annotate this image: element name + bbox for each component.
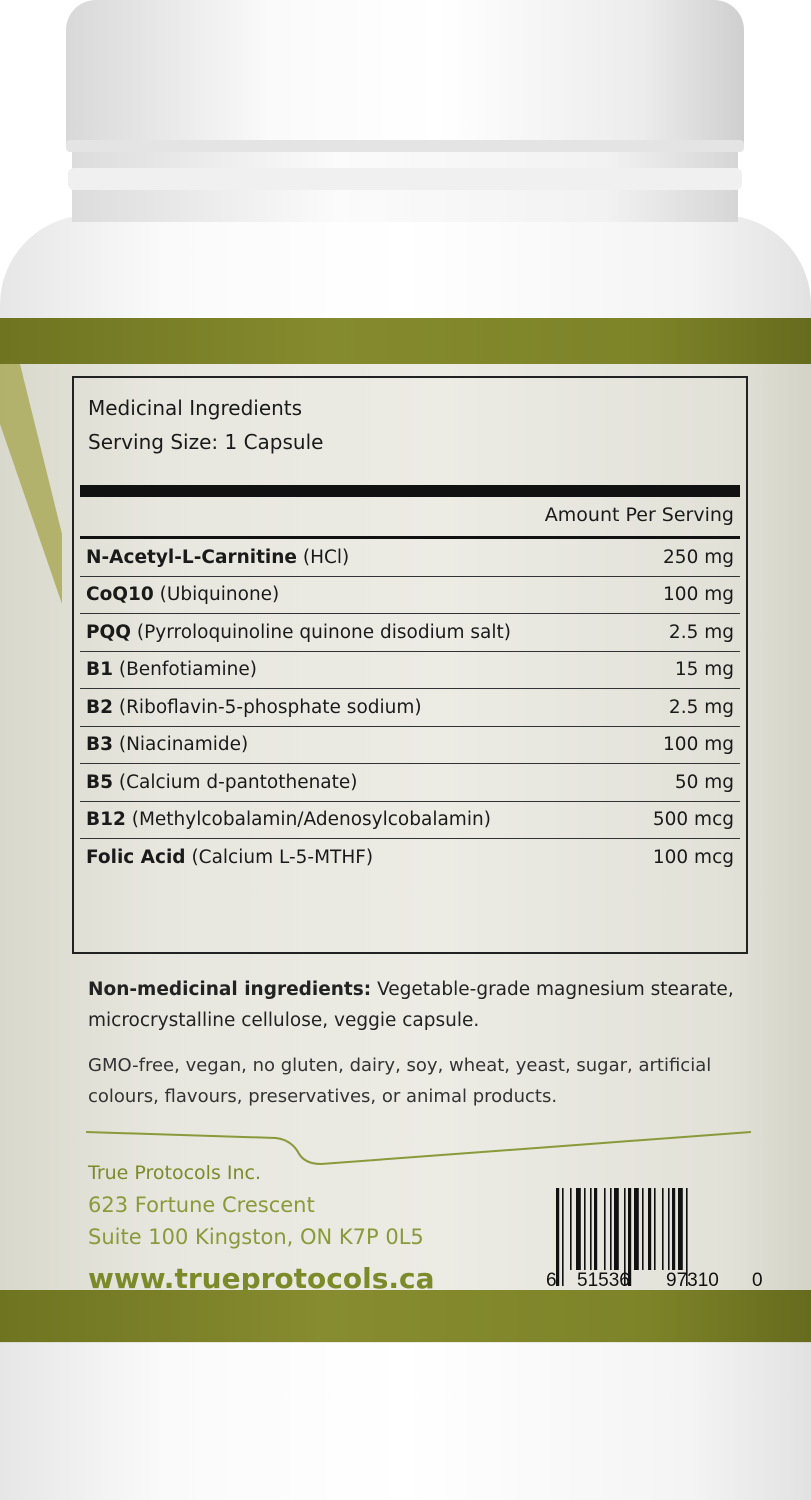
ingredient-name: PQQ xyxy=(86,621,132,643)
table-title: Medicinal Ingredients xyxy=(88,396,303,420)
company-name: True Protocols Inc. xyxy=(88,1162,262,1184)
barcode-bar xyxy=(590,1188,592,1270)
non-medicinal-ingredients: Non-medicinal ingredients: Vegetable-gra… xyxy=(88,974,738,1036)
barcode-bar xyxy=(594,1188,598,1270)
barcode-bar xyxy=(628,1188,632,1286)
ingredient-detail: (Calcium d-pantothenate) xyxy=(112,771,358,793)
ingredient-name-cell: PQQ (Pyrroloquinoline quinone disodium s… xyxy=(86,622,511,643)
label-bottom-band xyxy=(0,1290,811,1342)
thick-divider xyxy=(80,485,740,497)
ingredient-name: Folic Acid xyxy=(86,846,186,868)
ingredient-row: B1 (Benfotiamine) 15 mg xyxy=(80,652,740,689)
ingredient-amount: 15 mg xyxy=(674,659,734,681)
ingredient-name-cell: B3 (Niacinamide) xyxy=(86,734,248,755)
ingredient-detail: (Pyrroloquinoline quinone disodium salt) xyxy=(131,621,511,643)
ingredient-amount: 100 mcg xyxy=(652,846,734,868)
barcode-digit-first: 6 xyxy=(546,1270,557,1291)
ingredient-amount: 2.5 mg xyxy=(668,696,734,718)
barcode-bar xyxy=(648,1188,652,1270)
thin-divider xyxy=(80,536,740,539)
ingredient-name: B2 xyxy=(86,696,113,718)
ingredient-detail: (Benfotiamine) xyxy=(112,659,257,681)
ingredient-rows: N-Acetyl-L-Carnitine (HCl) 250 mg CoQ10 (U… xyxy=(80,539,740,876)
barcode-bar xyxy=(556,1188,560,1286)
barcode-bar xyxy=(624,1188,626,1286)
ingredient-name: B1 xyxy=(86,659,113,681)
ingredient-name-cell: B2 (Riboflavin-5-phosphate sodium) xyxy=(86,697,422,718)
ingredient-name: B5 xyxy=(86,771,113,793)
barcode-bar xyxy=(610,1188,612,1270)
ingredient-name-cell: B12 (Methylcobalamin/Adenosylcobalamin) xyxy=(86,809,491,830)
barcode-bar xyxy=(584,1188,586,1270)
ingredient-amount: 250 mg xyxy=(663,546,734,568)
ingredient-name-cell: B1 (Benfotiamine) xyxy=(86,659,257,680)
non-medicinal-text: Vegetable-grade magnesium stearate, micr… xyxy=(88,979,734,1031)
ingredient-name-cell: B5 (Calcium d-pantothenate) xyxy=(86,772,358,793)
ingredients-table: Medicinal Ingredients Serving Size: 1 Ca… xyxy=(72,376,748,954)
ingredient-detail: (Niacinamide) xyxy=(112,734,249,756)
ingredient-row: CoQ10 (Ubiquinone) 100 mg xyxy=(80,577,740,614)
barcode-bar xyxy=(576,1188,581,1270)
barcode-digits-right: 97310 xyxy=(666,1270,719,1291)
ingredient-detail: (Ubiquinone) xyxy=(153,584,280,606)
amount-header: Amount Per Serving xyxy=(544,504,734,526)
label-top-band xyxy=(0,318,811,364)
ingredient-name: N-Acetyl-L-Carnitine xyxy=(86,546,297,568)
serving-size: Serving Size: 1 Capsule xyxy=(88,430,324,454)
ingredient-amount: 500 mcg xyxy=(652,809,734,831)
ingredient-amount: 100 mg xyxy=(663,734,734,756)
website-link[interactable]: www.trueprotocols.ca xyxy=(88,1262,435,1295)
ingredient-row: Folic Acid (Calcium L-5-MTHF) 100 mcg xyxy=(80,839,740,876)
ingredient-row: N-Acetyl-L-Carnitine (HCl) 250 mg xyxy=(80,539,740,577)
ingredient-name-cell: CoQ10 (Ubiquinone) xyxy=(86,584,279,605)
barcode-bar xyxy=(604,1188,606,1270)
ingredient-name-cell: N-Acetyl-L-Carnitine (HCl) xyxy=(86,547,349,568)
barcode-bar xyxy=(642,1188,644,1270)
barcode-bar xyxy=(570,1188,572,1270)
non-medicinal-label: Non-medicinal ingredients: xyxy=(88,979,372,1000)
ingredient-name: B3 xyxy=(86,734,113,756)
ingredient-amount: 100 mg xyxy=(663,584,734,606)
ingredient-row: PQQ (Pyrroloquinoline quinone disodium s… xyxy=(80,614,740,652)
ingredient-amount: 2.5 mg xyxy=(668,621,734,643)
barcode-digit-last: 0 xyxy=(752,1270,763,1291)
barcode-bar xyxy=(634,1188,639,1270)
ingredient-detail: (Riboflavin-5-phosphate sodium) xyxy=(112,696,422,718)
ingredient-name-cell: Folic Acid (Calcium L-5-MTHF) xyxy=(86,847,373,868)
decorative-stripe xyxy=(0,364,62,604)
ingredient-row: B2 (Riboflavin-5-phosphate sodium) 2.5 mg xyxy=(80,689,740,727)
barcode-bar xyxy=(672,1188,676,1270)
ingredient-detail: (HCl) xyxy=(296,546,350,568)
bottle-neck-ring xyxy=(68,168,742,190)
barcode-bar xyxy=(678,1188,683,1270)
ingredient-row: B5 (Calcium d-pantothenate) 50 mg xyxy=(80,764,740,802)
barcode xyxy=(556,1188,688,1286)
ingredient-row: B3 (Niacinamide) 100 mg xyxy=(80,727,740,764)
barcode-bar xyxy=(686,1188,688,1286)
free-from-statement: GMO-free, vegan, no gluten, dairy, soy, … xyxy=(88,1055,712,1107)
address-line-1: 623 Fortune Crescent xyxy=(88,1193,315,1217)
address-line-2: Suite 100 Kingston, ON K7P 0L5 xyxy=(88,1225,424,1249)
barcode-bar xyxy=(614,1188,619,1270)
barcode-bar xyxy=(562,1188,564,1286)
ingredient-name: B12 xyxy=(86,809,126,831)
barcode-bar xyxy=(668,1188,670,1270)
barcode-bar xyxy=(654,1188,656,1270)
company-divider-line xyxy=(86,1131,751,1166)
barcode-digits-left: 51536 xyxy=(577,1270,630,1291)
ingredient-name: CoQ10 xyxy=(86,584,154,606)
bottle-cap xyxy=(66,0,744,150)
barcode-bar xyxy=(662,1188,664,1270)
ingredient-amount: 50 mg xyxy=(674,771,734,793)
cap-ridge xyxy=(66,140,744,152)
ingredient-detail: (Calcium L-5-MTHF) xyxy=(185,846,374,868)
ingredient-row: B12 (Methylcobalamin/Adenosylcobalamin) 5… xyxy=(80,802,740,839)
ingredient-detail: (Methylcobalamin/Adenosylcobalamin) xyxy=(125,809,491,831)
